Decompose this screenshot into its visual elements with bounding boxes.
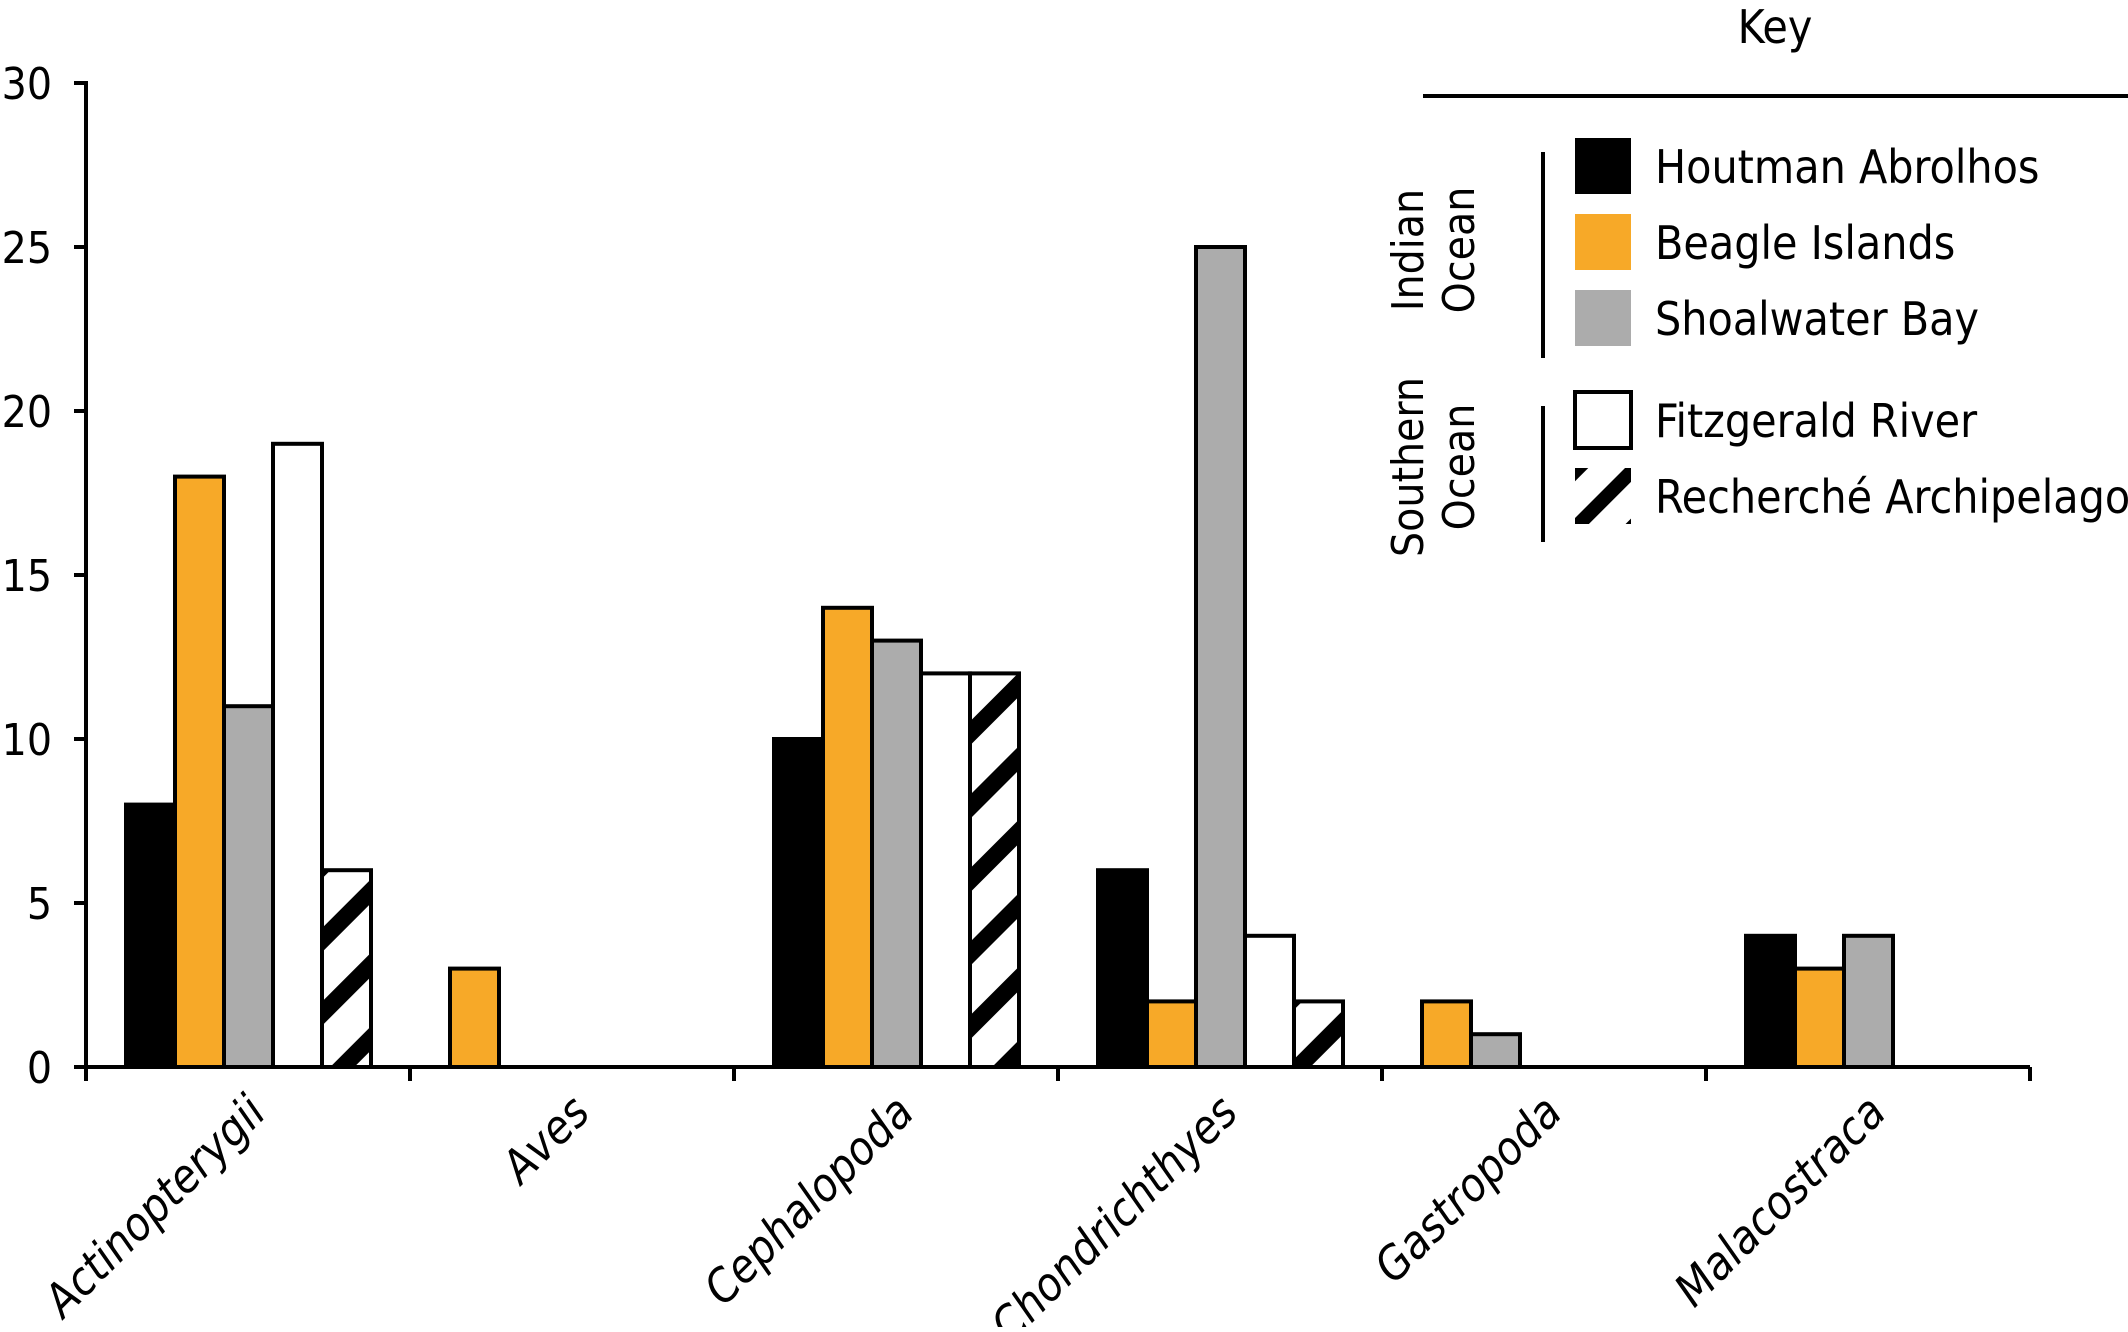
y-tick-label: 15: [2, 551, 52, 602]
legend-swatch-houtman-abrolhos: [1575, 138, 1631, 194]
legend-group-label-indian-ocean: Indian: [1383, 189, 1434, 311]
legend-swatch-recherche-archipelago: [1575, 468, 1631, 524]
legend-swatch-fitzgerald-river: [1573, 390, 1633, 450]
bar-cephalopoda-recherche-archipelago: [968, 671, 1021, 1070]
y-tick-label: 25: [2, 223, 52, 274]
x-tick-label-aves: Aves: [489, 1085, 600, 1196]
x-tick-label-chondrichthyes: Chondrichthyes: [980, 1085, 1248, 1327]
bar-cephalopoda-shoalwater-bay: [870, 638, 923, 1069]
legend-group-label-southern-ocean: Ocean: [1434, 404, 1485, 531]
bar-chondrichthyes-houtman-abrolhos: [1096, 868, 1149, 1070]
x-tick-label-gastropoda: Gastropoda: [1363, 1085, 1571, 1293]
y-tick-label: 5: [27, 879, 52, 930]
bar-cephalopoda-fitzgerald-river: [919, 671, 972, 1070]
bar-gastropoda-beagle-islands: [1420, 999, 1473, 1070]
bar-malacostraca-beagle-islands: [1793, 966, 1846, 1069]
y-tick-label: 10: [2, 715, 52, 766]
bar-chondrichthyes-beagle-islands: [1145, 999, 1198, 1070]
legend-title: Key: [1738, 0, 1813, 54]
legend-label-beagle-islands: Beagle Islands: [1655, 216, 1955, 270]
bar-cephalopoda-beagle-islands: [821, 605, 874, 1069]
x-tick-label-malacostraca: Malacostraca: [1664, 1085, 1896, 1317]
bar-chondrichthyes-fitzgerald-river: [1243, 933, 1296, 1069]
bar-chondrichthyes-shoalwater-bay: [1194, 245, 1247, 1069]
legend-label-fitzgerald-river: Fitzgerald River: [1655, 394, 1978, 448]
y-tick-label: 0: [27, 1043, 52, 1094]
bar-aves-beagle-islands: [448, 966, 501, 1069]
legend-swatch-beagle-islands: [1575, 214, 1631, 270]
y-tick-label: 30: [2, 59, 52, 110]
bar-cephalopoda-houtman-abrolhos: [772, 737, 825, 1069]
bar-actinopterygii-beagle-islands: [173, 474, 226, 1070]
bars-layer: [124, 245, 1895, 1070]
x-tick-label-actinopterygii: Actinopterygii: [31, 1084, 276, 1327]
legend-label-shoalwater-bay: Shoalwater Bay: [1655, 292, 1979, 346]
x-tick-label-cephalopoda: Cephalopoda: [693, 1085, 924, 1316]
bar-actinopterygii-recherche-archipelago: [320, 868, 373, 1070]
legend-label-houtman-abrolhos: Houtman Abrolhos: [1655, 140, 2039, 194]
bar-gastropoda-shoalwater-bay: [1469, 1032, 1522, 1069]
bar-actinopterygii-fitzgerald-river: [271, 441, 324, 1069]
bar-malacostraca-shoalwater-bay: [1842, 933, 1895, 1069]
legend-label-recherche-archipelago: Recherché Archipelago: [1655, 470, 2128, 524]
legend-group-label-indian-ocean: Ocean: [1434, 187, 1485, 314]
bar-chondrichthyes-recherche-archipelago: [1292, 999, 1345, 1070]
bar-actinopterygii-shoalwater-bay: [222, 704, 275, 1069]
legend-group-label-southern-ocean: Southern: [1383, 377, 1434, 557]
bar-actinopterygii-houtman-abrolhos: [124, 802, 177, 1069]
bar-malacostraca-houtman-abrolhos: [1744, 933, 1797, 1069]
y-tick-label: 20: [2, 387, 52, 438]
legend-swatch-shoalwater-bay: [1575, 290, 1631, 346]
